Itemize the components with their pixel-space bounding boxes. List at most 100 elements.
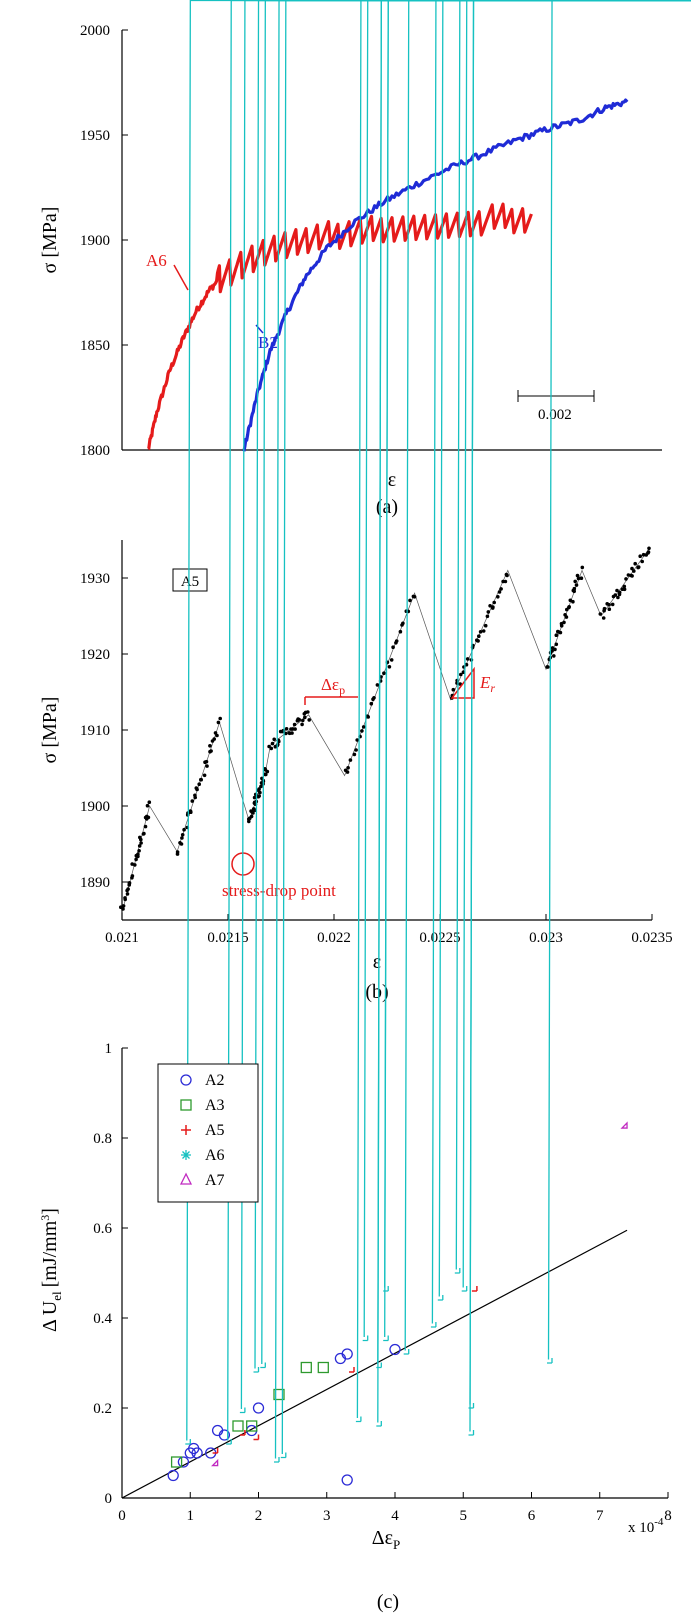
panel-b-data-point [552,654,556,658]
panel-c-y-tick-label: 0.2 [93,1401,112,1417]
panel-b-data-point [250,810,254,814]
panel-b-data-point [641,552,646,557]
a5-label: A5 [181,574,199,590]
panel-b-data-point [284,731,288,736]
panel-b-data-point [408,598,412,603]
point-a7 [620,1121,628,1129]
panel-b-data-point [252,795,257,800]
panel-a-y-tick-label: 1900 [80,233,110,249]
panel-b-data-point [567,605,571,609]
legend-label-a5: A5 [205,1122,225,1139]
panel-b-x-label: ε [373,951,381,973]
panel-b-data-point [130,876,134,880]
panel-b-series [119,546,651,913]
point-a6 [430,0,691,1328]
panel-b-data-point [646,550,651,554]
panel-b-data-point [505,573,509,578]
point-a3 [246,1420,258,1432]
panel-c-y-label-sup: 3 [38,1215,52,1221]
panel-b-data-point [366,715,371,719]
panel-b-y-tick-label: 1920 [80,647,110,663]
panel-b-data-point [481,629,486,633]
panel-b-data-point [216,720,221,725]
point-a5 [212,1448,219,1454]
panel-b-data-point [290,727,295,731]
delta-ep-label: Δεp [321,675,345,697]
panel-b-x-tick-label: 0.0235 [631,930,672,946]
panel-b-data-point [610,602,615,607]
panel-b-data-point [559,624,564,628]
point-a5 [253,1434,260,1441]
panel-b-data-point [571,599,575,604]
panel-c-x-label: ΔεP [372,1527,401,1552]
panel-b-data-point [125,892,130,896]
panel-b-y-tick-label: 1930 [80,571,110,587]
legend-marker-a6 [181,1150,191,1160]
panel-c-y-tick-label: 1 [105,1041,113,1057]
point-a6 [461,0,691,1292]
panel-b-data-point [459,672,463,677]
panel-b-data-point [491,605,495,609]
legend-label-a3: A3 [205,1097,225,1114]
panel-b-data-point [478,630,483,634]
panel-c-y-tick-label: 0 [105,1491,113,1507]
panel-c-x-tick-label: 0 [118,1508,126,1524]
point-a6 [383,0,691,1292]
panel-b-data-point [277,739,281,744]
panel-b-data-point [147,800,152,804]
point-a6 [403,0,691,1355]
panel-b-data-point [562,620,566,625]
panel-b-data-point [301,718,305,723]
panel-b-data-point [579,576,584,580]
panel-b-data-point [630,566,634,571]
panel-b-data-point [259,784,263,789]
panel-b-y-tick-label: 1910 [80,723,110,739]
panel-b-y-tick-label: 1900 [80,799,110,815]
panel-b-y-tick-label: 1890 [80,875,110,891]
panel-b-data-point [617,590,622,595]
panel-b-data-point [190,799,195,803]
panel-b-data-point [613,593,618,597]
panel-b-data-point [270,741,275,746]
panel-b-data-point [488,604,492,608]
panel-b-data-point [369,701,374,706]
panel-b-data-point [630,574,634,578]
panel-b-data-point [284,727,289,731]
point-a5 [471,1286,478,1292]
panel-b-data-point [208,744,212,748]
panel-b-data-point [361,725,366,729]
panel-b-data-point [546,665,550,669]
panel-b-data-point [476,639,480,643]
panel-b-data-point [486,610,491,614]
panel-a-y-ticks: 1800 1850 1900 1950 2000 [80,23,128,459]
scale-bar-label: 0.002 [538,407,572,423]
a6-pointer-line [173,264,189,291]
panel-b-data-point [257,787,261,791]
panel-b-data-point [265,769,270,774]
panel-a: 1800 1850 1900 1950 2000 A6 B2 0.002 σ [MPa]… [39,23,662,518]
panel-b-data-point [499,587,503,591]
point-a3 [300,1361,312,1374]
a6-label: A6 [146,251,167,270]
panel-b-data-point [636,565,640,570]
panel-b-data-point [215,733,219,738]
panel-c-x-tick-label: 7 [596,1508,604,1524]
panel-b-connector-line [121,547,651,913]
panel-b-data-point [622,584,627,589]
legend-label-a7: A7 [205,1172,225,1189]
panel-b-data-point [477,634,481,638]
panel-c-x-tick-label: 1 [187,1508,195,1524]
panel-b-data-point [554,633,559,637]
legend-label-a6: A6 [205,1147,225,1164]
panel-b-data-point [485,614,490,619]
panel-b-data-point [412,595,417,599]
delta-ep-text: Δε [321,675,339,694]
panel-b-data-point [139,841,143,845]
panel-b-data-point [638,554,642,558]
panel-b-data-point [615,588,619,593]
panel-b-data-point [355,738,360,742]
panel-b-data-point [576,576,581,581]
legend-label-a2: A2 [205,1072,225,1089]
panel-b-data-point [601,616,606,620]
panel-b-data-point [398,629,403,634]
